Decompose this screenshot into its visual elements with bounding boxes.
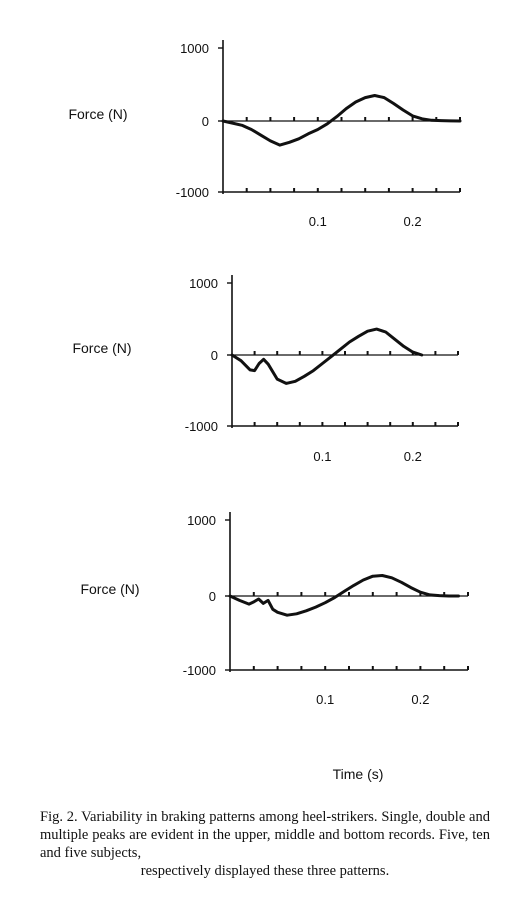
top-force-curve: [221, 94, 462, 147]
top-y-tick-label: 0: [202, 114, 209, 129]
bottom-x-tick-label: 0.1: [316, 692, 334, 707]
top-y-tick-label: -1000: [176, 185, 209, 200]
bottom-y-axis-label: Force (N): [80, 581, 139, 597]
middle-y-axis-label: Force (N): [72, 340, 131, 356]
bottom-y-tick-label: 0: [209, 589, 216, 604]
middle-y-tick-label: 1000: [189, 276, 218, 291]
bottom-y-tick-label: -1000: [183, 663, 216, 678]
top-y-axis-label: Force (N): [68, 106, 127, 122]
middle-y-tick-label: 0: [211, 348, 218, 363]
figure-caption: Fig. 2. Variability in braking patterns …: [40, 808, 490, 880]
middle-x-tick-label: 0.2: [404, 449, 422, 464]
x-axis-title: Time (s): [333, 766, 384, 782]
top-y-tick-label: 1000: [180, 41, 209, 56]
middle-y-tick-label: -1000: [185, 419, 218, 434]
caption-body: Fig. 2. Variability in braking patterns …: [40, 809, 490, 861]
middle-x-tick-label: 0.1: [313, 449, 331, 464]
middle-force-curve: [230, 327, 424, 385]
bottom-y-tick-label: 1000: [187, 513, 216, 528]
bottom-force-curve: [228, 574, 460, 617]
bottom-x-tick-label: 0.2: [411, 692, 429, 707]
caption-last-line: respectively displayed these three patte…: [140, 863, 390, 879]
top-x-tick-label: 0.2: [404, 214, 422, 229]
top-x-tick-label: 0.1: [309, 214, 327, 229]
